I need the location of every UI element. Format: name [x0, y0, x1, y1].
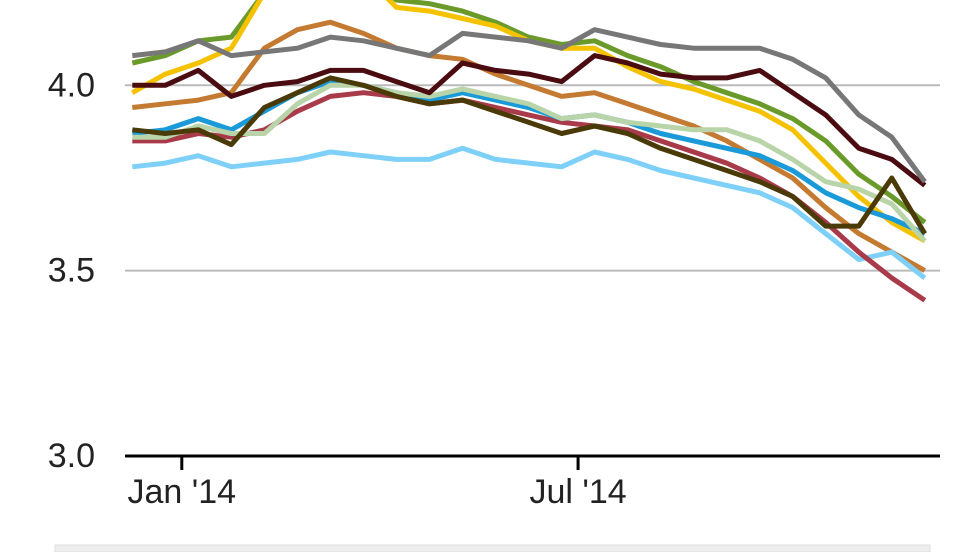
x-tick-label: Jan '14	[128, 473, 237, 511]
axes: 3.0 3.5 4.0 Jan '14 Jul '14	[48, 66, 940, 511]
series-line	[132, 75, 927, 235]
series-line	[132, 53, 927, 188]
series-line	[132, 19, 927, 273]
series-line	[132, 145, 927, 280]
footer-panel	[54, 544, 931, 552]
series-line	[131, 0, 927, 225]
x-tick-label: Jul '14	[529, 473, 626, 511]
y-tick-label: 3.5	[48, 252, 95, 290]
lines	[131, 0, 927, 303]
y-tick-label: 4.0	[48, 66, 95, 104]
series-line	[132, 82, 927, 243]
y-tick-label: 3.0	[48, 437, 95, 475]
series-line	[132, 27, 927, 184]
